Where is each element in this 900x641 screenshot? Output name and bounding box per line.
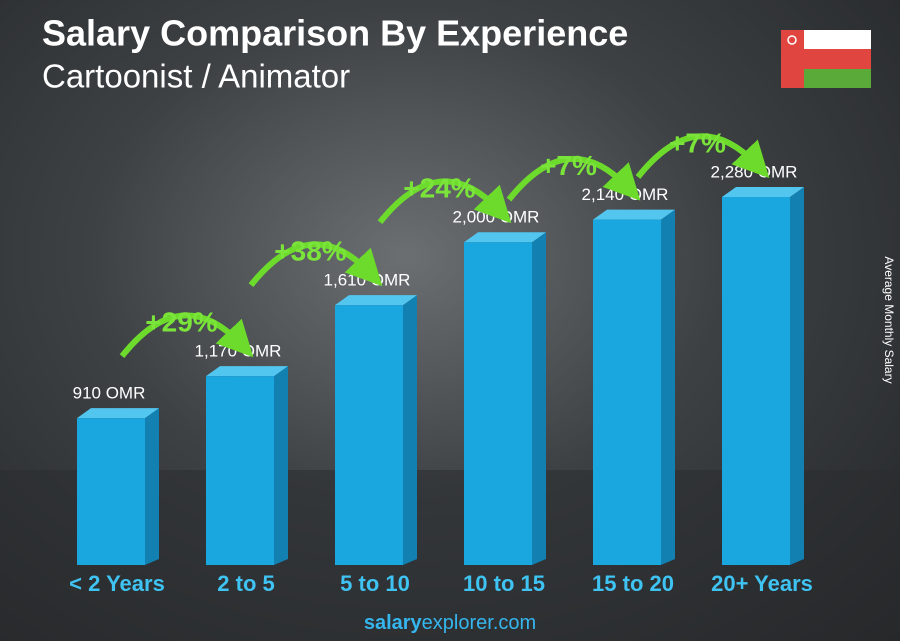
bar-side: [403, 295, 417, 565]
increase-arrow: [119, 312, 254, 359]
value-label: 910 OMR: [73, 384, 146, 403]
x-tick-label: 2 to 5: [217, 571, 274, 596]
bar: [464, 242, 532, 565]
bar-top: [722, 187, 804, 197]
footer: salaryexplorer.com: [364, 612, 536, 634]
increase-arrow: [377, 178, 512, 225]
bar-side: [661, 209, 675, 565]
increase-label: +29%: [145, 307, 217, 338]
bar: [722, 197, 790, 565]
x-tick-label: 15 to 20: [592, 571, 674, 596]
bar: [77, 418, 145, 565]
bar-top: [335, 295, 417, 306]
x-tick-label: 10 to 15: [463, 571, 545, 596]
bar-top: [593, 209, 675, 220]
chart-title: Salary Comparison By Experience: [42, 13, 628, 54]
bar-top: [464, 232, 546, 243]
x-tick-label: < 2 Years: [69, 571, 165, 596]
footer-domain: explorer.com: [422, 612, 537, 634]
chart-subtitle: Cartoonist / Animator: [42, 58, 350, 95]
increase-arrow: [635, 133, 770, 179]
bar-top: [206, 366, 288, 377]
axis-label: Average Monthly Salary: [882, 256, 896, 383]
increase-label: +7%: [669, 127, 726, 158]
bar-top: [77, 408, 159, 419]
bar-side: [274, 366, 288, 565]
increase-arrow: [506, 155, 641, 202]
increase-label: +38%: [274, 236, 346, 267]
bar: [593, 219, 661, 565]
increase-arrow: [248, 241, 383, 288]
flag: [781, 30, 871, 88]
bar: [206, 376, 274, 565]
bar-side: [532, 232, 546, 565]
increase-label: +24%: [403, 173, 475, 204]
x-tick-label: 5 to 10: [340, 571, 410, 596]
footer-brand: salary: [364, 612, 423, 634]
bar-side: [145, 408, 159, 565]
x-tick-label: 20+ Years: [711, 571, 813, 596]
bar: [335, 305, 403, 565]
bar-side: [790, 187, 804, 565]
increase-label: +7%: [540, 150, 597, 181]
